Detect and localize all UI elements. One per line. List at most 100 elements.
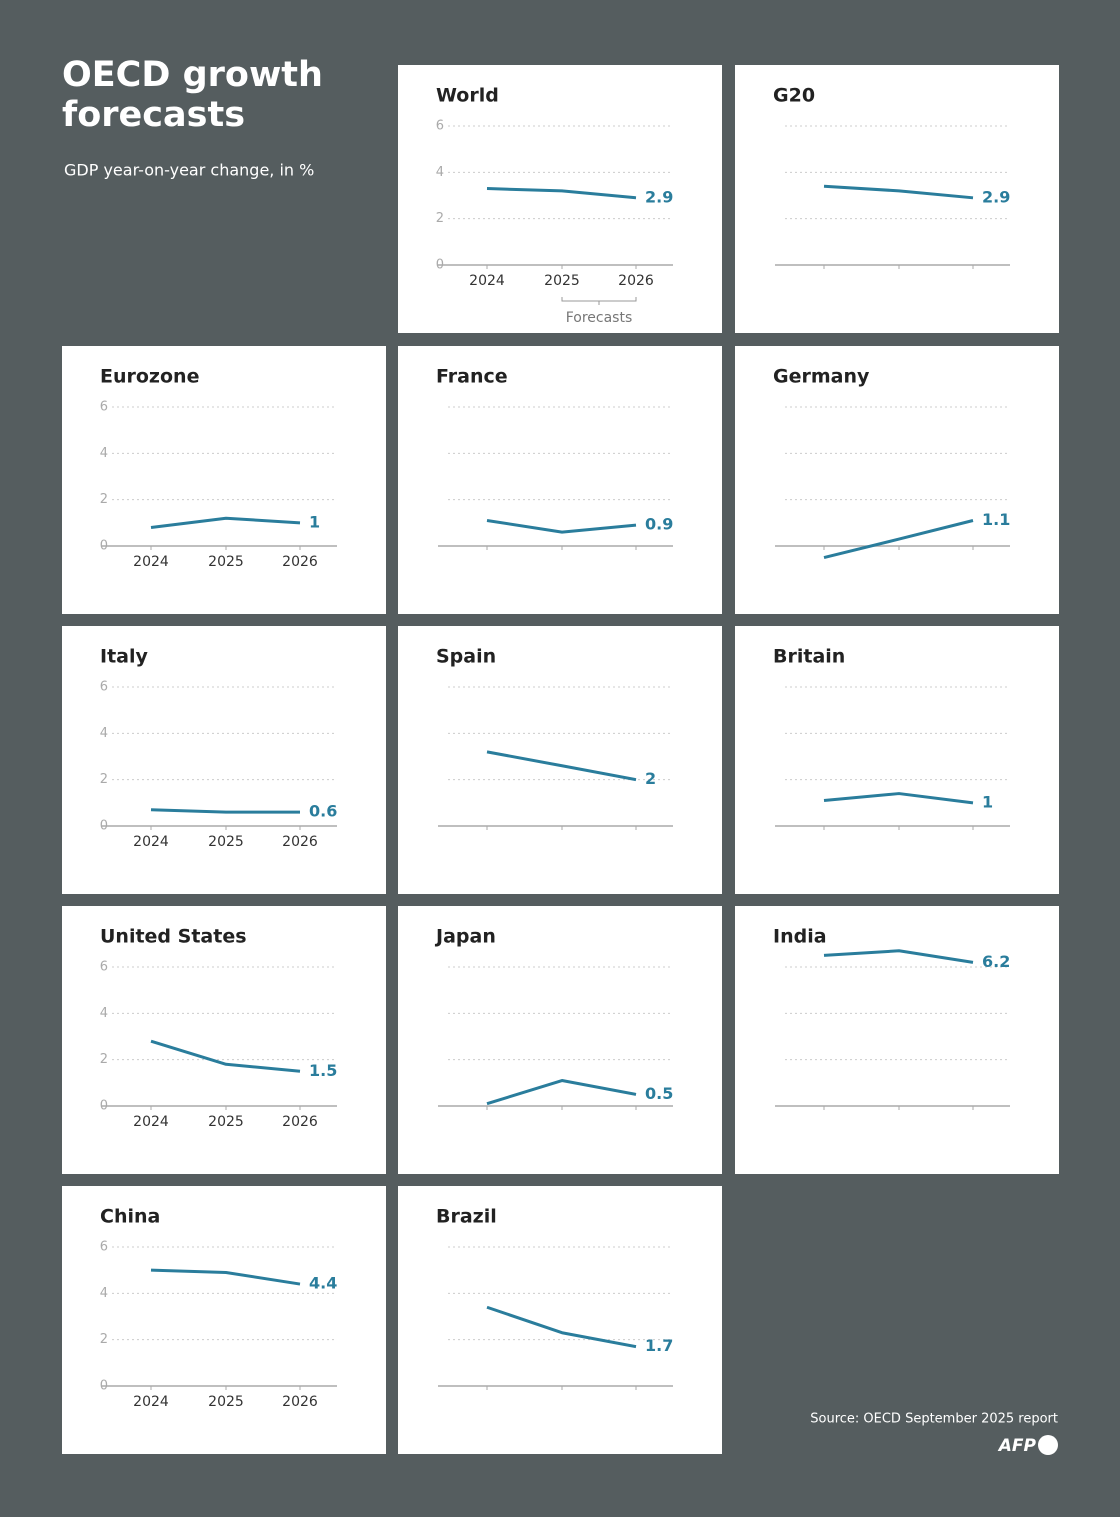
logo-dot xyxy=(1038,1435,1058,1455)
panel-title: World xyxy=(436,85,499,107)
panel-bg xyxy=(735,626,1059,894)
x-tick-label: 2026 xyxy=(618,273,654,289)
panel: Germany 1.1 xyxy=(735,346,1059,614)
panel-title: Britain xyxy=(773,646,845,668)
line xyxy=(823,519,974,560)
x-tick-label: 2025 xyxy=(544,273,580,289)
panel-bg xyxy=(62,346,386,614)
y-tick-label: 2 xyxy=(436,211,444,226)
y-tick-label: 4 xyxy=(100,726,108,741)
y-tick-label: 2 xyxy=(100,772,108,787)
panel-bg xyxy=(398,1186,722,1454)
panel-title: Eurozone xyxy=(100,366,199,388)
y-tick-label: 2 xyxy=(100,1332,108,1347)
y-tick-label: 4 xyxy=(100,1006,108,1021)
panel-bg xyxy=(398,906,722,1174)
y-tick-label: 4 xyxy=(100,1286,108,1301)
panel-bg xyxy=(62,1186,386,1454)
panel-title: Japan xyxy=(434,926,496,948)
y-tick-label: 2 xyxy=(100,492,108,507)
panel: Brazil 1.7 xyxy=(398,1186,722,1454)
panel: France 0.9 xyxy=(398,346,722,614)
panel-title: G20 xyxy=(773,85,815,107)
value-label: 6.2 xyxy=(982,952,1010,971)
x-tick-label: 2026 xyxy=(282,1394,318,1410)
panel-bg xyxy=(398,626,722,894)
x-tick-label: 2025 xyxy=(208,1394,244,1410)
x-tick-label: 2026 xyxy=(282,834,318,850)
title-box: OECD growth forecasts xyxy=(62,55,323,135)
value-label: 2.9 xyxy=(982,187,1010,206)
value-label: 0.5 xyxy=(645,1084,673,1103)
annotation: Forecasts xyxy=(566,310,633,326)
value-label: 4.4 xyxy=(309,1274,337,1293)
y-tick-label: 2 xyxy=(100,1052,108,1067)
value-label: 1.5 xyxy=(309,1061,337,1080)
panel-title: Brazil xyxy=(436,1206,497,1228)
value-label: 1.1 xyxy=(982,510,1010,529)
panel: Japan 0.5 xyxy=(398,906,722,1174)
line xyxy=(150,516,301,529)
line xyxy=(150,1268,301,1286)
panel: G20 2.9 xyxy=(735,65,1059,333)
main-title: OECD growth forecasts xyxy=(62,55,323,135)
value-label: 1 xyxy=(309,512,320,531)
value-label: 0.6 xyxy=(309,802,337,821)
subtitle: GDP year-on-year change, in % xyxy=(64,161,314,180)
x-tick-label: 2026 xyxy=(282,1114,318,1130)
panel-bg xyxy=(62,906,386,1174)
panel-bg xyxy=(62,626,386,894)
line xyxy=(150,1039,301,1073)
x-tick-label: 2024 xyxy=(133,554,169,570)
line xyxy=(486,1079,637,1106)
annotation-bracket xyxy=(561,297,637,305)
y-tick-label: 6 xyxy=(100,960,108,975)
panel-title: Italy xyxy=(100,646,148,668)
x-tick-label: 2025 xyxy=(208,554,244,570)
x-tick-label: 2026 xyxy=(282,554,318,570)
line xyxy=(486,1305,637,1349)
line xyxy=(486,519,637,534)
line xyxy=(486,750,637,782)
x-tick-label: 2025 xyxy=(208,834,244,850)
panel-title: Spain xyxy=(436,646,496,668)
panel: Spain 2 xyxy=(398,626,722,894)
y-tick-label: 6 xyxy=(100,680,108,695)
line xyxy=(823,949,974,964)
line xyxy=(823,792,974,805)
value-label: 2.9 xyxy=(645,187,673,206)
value-label: 0.9 xyxy=(645,515,673,534)
panel-bg xyxy=(398,346,722,614)
value-label: 2 xyxy=(645,769,656,788)
panel: Britain 1 xyxy=(735,626,1059,894)
panel-bg xyxy=(398,65,722,333)
logo: AFP xyxy=(997,1436,1037,1456)
x-tick-label: 2025 xyxy=(208,1114,244,1130)
panel-bg xyxy=(735,346,1059,614)
line xyxy=(150,808,300,814)
panel-title: France xyxy=(436,366,508,388)
y-tick-label: 4 xyxy=(436,165,444,180)
y-tick-label: 4 xyxy=(100,446,108,461)
line xyxy=(823,184,974,200)
value-label: 1 xyxy=(982,792,993,811)
panel-title: India xyxy=(773,926,827,948)
source: Source: OECD September 2025 report xyxy=(810,1412,1058,1427)
value-label: 1.7 xyxy=(645,1336,673,1355)
panel-bg xyxy=(735,65,1059,333)
x-tick-label: 2024 xyxy=(469,273,505,289)
y-tick-label: 6 xyxy=(100,400,108,415)
line xyxy=(486,187,637,200)
y-tick-label: 6 xyxy=(436,119,444,134)
panel: India 6.2 xyxy=(735,906,1059,1174)
x-tick-label: 2024 xyxy=(133,834,169,850)
x-tick-label: 2024 xyxy=(133,1394,169,1410)
panel-title: United States xyxy=(100,926,247,948)
panel-title: China xyxy=(100,1206,160,1228)
